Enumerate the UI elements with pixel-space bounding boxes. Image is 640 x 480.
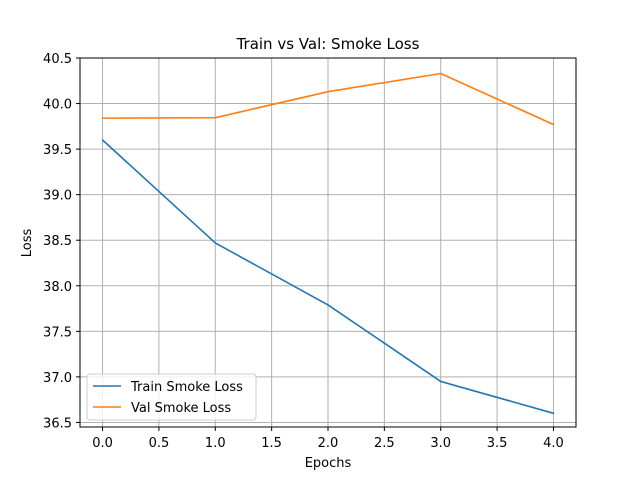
train-smoke-loss-point	[327, 304, 329, 306]
y-axis-title: Loss	[20, 229, 35, 258]
y-tick-label: 37.5	[43, 325, 72, 340]
val-smoke-loss-point	[439, 72, 442, 75]
x-axis-title: Epochs	[305, 456, 352, 471]
y-tick-label: 36.5	[43, 416, 72, 431]
val-smoke-loss-legend-label: Val Smoke Loss	[131, 401, 231, 416]
ticks: 0.0 0.5 1.0 1.5 2.0 2.5 3.0 3.5 4.0 36.5 37.0 37.5 3…	[43, 52, 564, 451]
x-tick-label: 1.5	[261, 436, 282, 451]
y-tick-label: 40.5	[43, 52, 72, 67]
val-smoke-loss-point	[327, 90, 329, 93]
x-tick-label: 2.0	[318, 436, 339, 451]
train-smoke-loss-point	[552, 412, 555, 415]
y-tick-label: 39.0	[43, 189, 72, 204]
train-smoke-loss-legend-label: Train Smoke Loss	[130, 380, 243, 395]
grid	[80, 57, 576, 427]
train-smoke-loss-point	[214, 242, 217, 244]
x-tick-label: 0.5	[149, 436, 170, 451]
legend: Train Smoke Loss Val Smoke Loss	[86, 373, 257, 421]
x-tick-label: 2.5	[374, 436, 395, 451]
x-tick-label: 3.5	[487, 436, 508, 451]
y-tick-label: 38.5	[43, 234, 72, 249]
chart-title: Train vs Val: Smoke Loss	[236, 35, 420, 53]
y-tick-label: 39.5	[43, 143, 72, 158]
train-smoke-loss-point	[439, 380, 442, 383]
val-smoke-loss-point	[552, 123, 555, 126]
x-tick-label: 3.0	[430, 436, 451, 451]
x-tick-label: 4.0	[543, 436, 564, 451]
x-tick-label: 0.0	[92, 436, 113, 451]
y-tick-label: 38.0	[43, 280, 72, 295]
y-tick-label: 40.0	[43, 98, 72, 113]
y-tick-label: 37.0	[43, 371, 72, 386]
series-group	[101, 72, 555, 415]
x-tick-label: 1.0	[205, 436, 226, 451]
val-smoke-loss-point	[101, 117, 104, 119]
val-smoke-loss-point	[214, 116, 217, 119]
train-smoke-loss-point	[101, 139, 104, 141]
legend-box	[86, 373, 257, 421]
